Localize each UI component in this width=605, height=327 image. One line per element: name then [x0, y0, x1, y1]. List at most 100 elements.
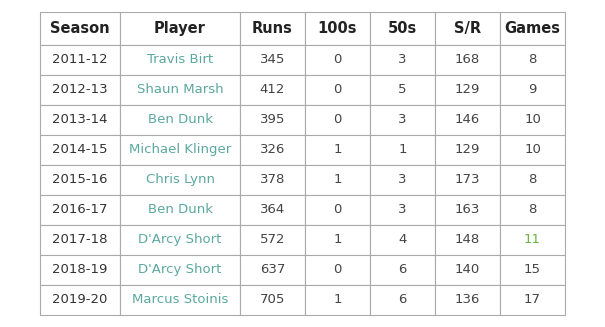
Text: 0: 0 [333, 263, 342, 276]
Bar [40, 44, 120, 75]
Text: 148: 148 [455, 233, 480, 246]
Bar [435, 134, 500, 164]
Bar [40, 134, 120, 164]
Text: S/R: S/R [454, 21, 481, 36]
Text: Michael Klinger: Michael Klinger [129, 143, 231, 156]
Text: 637: 637 [260, 263, 285, 276]
Bar [120, 105, 240, 134]
Text: 100s: 100s [318, 21, 357, 36]
Bar [370, 254, 435, 284]
Text: 0: 0 [333, 83, 342, 96]
Bar [305, 225, 370, 254]
Bar [500, 44, 565, 75]
Bar [370, 134, 435, 164]
Text: 326: 326 [260, 143, 285, 156]
Bar [240, 134, 305, 164]
Text: Travis Birt: Travis Birt [147, 53, 213, 66]
Text: 4: 4 [398, 233, 407, 246]
Bar [435, 195, 500, 225]
Text: 378: 378 [260, 173, 285, 186]
Text: 136: 136 [455, 293, 480, 306]
Bar [120, 254, 240, 284]
Text: 0: 0 [333, 203, 342, 216]
Bar [40, 75, 120, 105]
Text: 8: 8 [528, 203, 537, 216]
Text: Season: Season [50, 21, 110, 36]
Bar [435, 254, 500, 284]
Bar [120, 284, 240, 315]
Bar [240, 254, 305, 284]
Bar [240, 164, 305, 195]
Text: 173: 173 [455, 173, 480, 186]
Bar [500, 134, 565, 164]
Text: 3: 3 [398, 203, 407, 216]
Bar [370, 164, 435, 195]
Text: 2014-15: 2014-15 [52, 143, 108, 156]
Text: 10: 10 [524, 113, 541, 126]
Bar [40, 12, 120, 44]
Bar [370, 195, 435, 225]
Bar [305, 254, 370, 284]
Text: 146: 146 [455, 113, 480, 126]
Text: 129: 129 [455, 143, 480, 156]
Text: 1: 1 [333, 173, 342, 186]
Bar [120, 75, 240, 105]
Bar [370, 284, 435, 315]
Bar [120, 195, 240, 225]
Bar [240, 12, 305, 44]
Text: Ben Dunk: Ben Dunk [148, 203, 212, 216]
Text: 2011-12: 2011-12 [52, 53, 108, 66]
Text: 17: 17 [524, 293, 541, 306]
Text: 2015-16: 2015-16 [52, 173, 108, 186]
Text: 0: 0 [333, 113, 342, 126]
Text: 2017-18: 2017-18 [52, 233, 108, 246]
Bar [305, 12, 370, 44]
Text: 0: 0 [333, 53, 342, 66]
Bar [435, 225, 500, 254]
Bar [370, 225, 435, 254]
Text: 6: 6 [398, 263, 407, 276]
Text: 2012-13: 2012-13 [52, 83, 108, 96]
Text: 412: 412 [260, 83, 285, 96]
Text: 8: 8 [528, 173, 537, 186]
Text: 129: 129 [455, 83, 480, 96]
Text: 1: 1 [398, 143, 407, 156]
Text: 2018-19: 2018-19 [52, 263, 108, 276]
Text: Runs: Runs [252, 21, 293, 36]
Bar [435, 284, 500, 315]
Text: 50s: 50s [388, 21, 417, 36]
Text: 1: 1 [333, 143, 342, 156]
Bar [370, 44, 435, 75]
Bar [40, 284, 120, 315]
Text: 163: 163 [455, 203, 480, 216]
Bar [240, 225, 305, 254]
Text: 2016-17: 2016-17 [52, 203, 108, 216]
Text: 5: 5 [398, 83, 407, 96]
Text: Chris Lynn: Chris Lynn [145, 173, 215, 186]
Bar [370, 75, 435, 105]
Bar [435, 105, 500, 134]
Text: 10: 10 [524, 143, 541, 156]
Bar [305, 44, 370, 75]
Bar [500, 195, 565, 225]
Bar [40, 164, 120, 195]
Text: 3: 3 [398, 113, 407, 126]
Bar [305, 105, 370, 134]
Text: Games: Games [505, 21, 560, 36]
Bar [240, 44, 305, 75]
Text: 1: 1 [333, 233, 342, 246]
Bar [500, 164, 565, 195]
Text: 3: 3 [398, 173, 407, 186]
Text: 705: 705 [260, 293, 285, 306]
Bar [500, 12, 565, 44]
Text: 572: 572 [260, 233, 285, 246]
Bar [240, 75, 305, 105]
Bar [40, 225, 120, 254]
Text: 11: 11 [524, 233, 541, 246]
Bar [40, 105, 120, 134]
Text: 9: 9 [528, 83, 537, 96]
Bar [40, 195, 120, 225]
Text: 6: 6 [398, 293, 407, 306]
Bar [120, 225, 240, 254]
Text: 345: 345 [260, 53, 285, 66]
